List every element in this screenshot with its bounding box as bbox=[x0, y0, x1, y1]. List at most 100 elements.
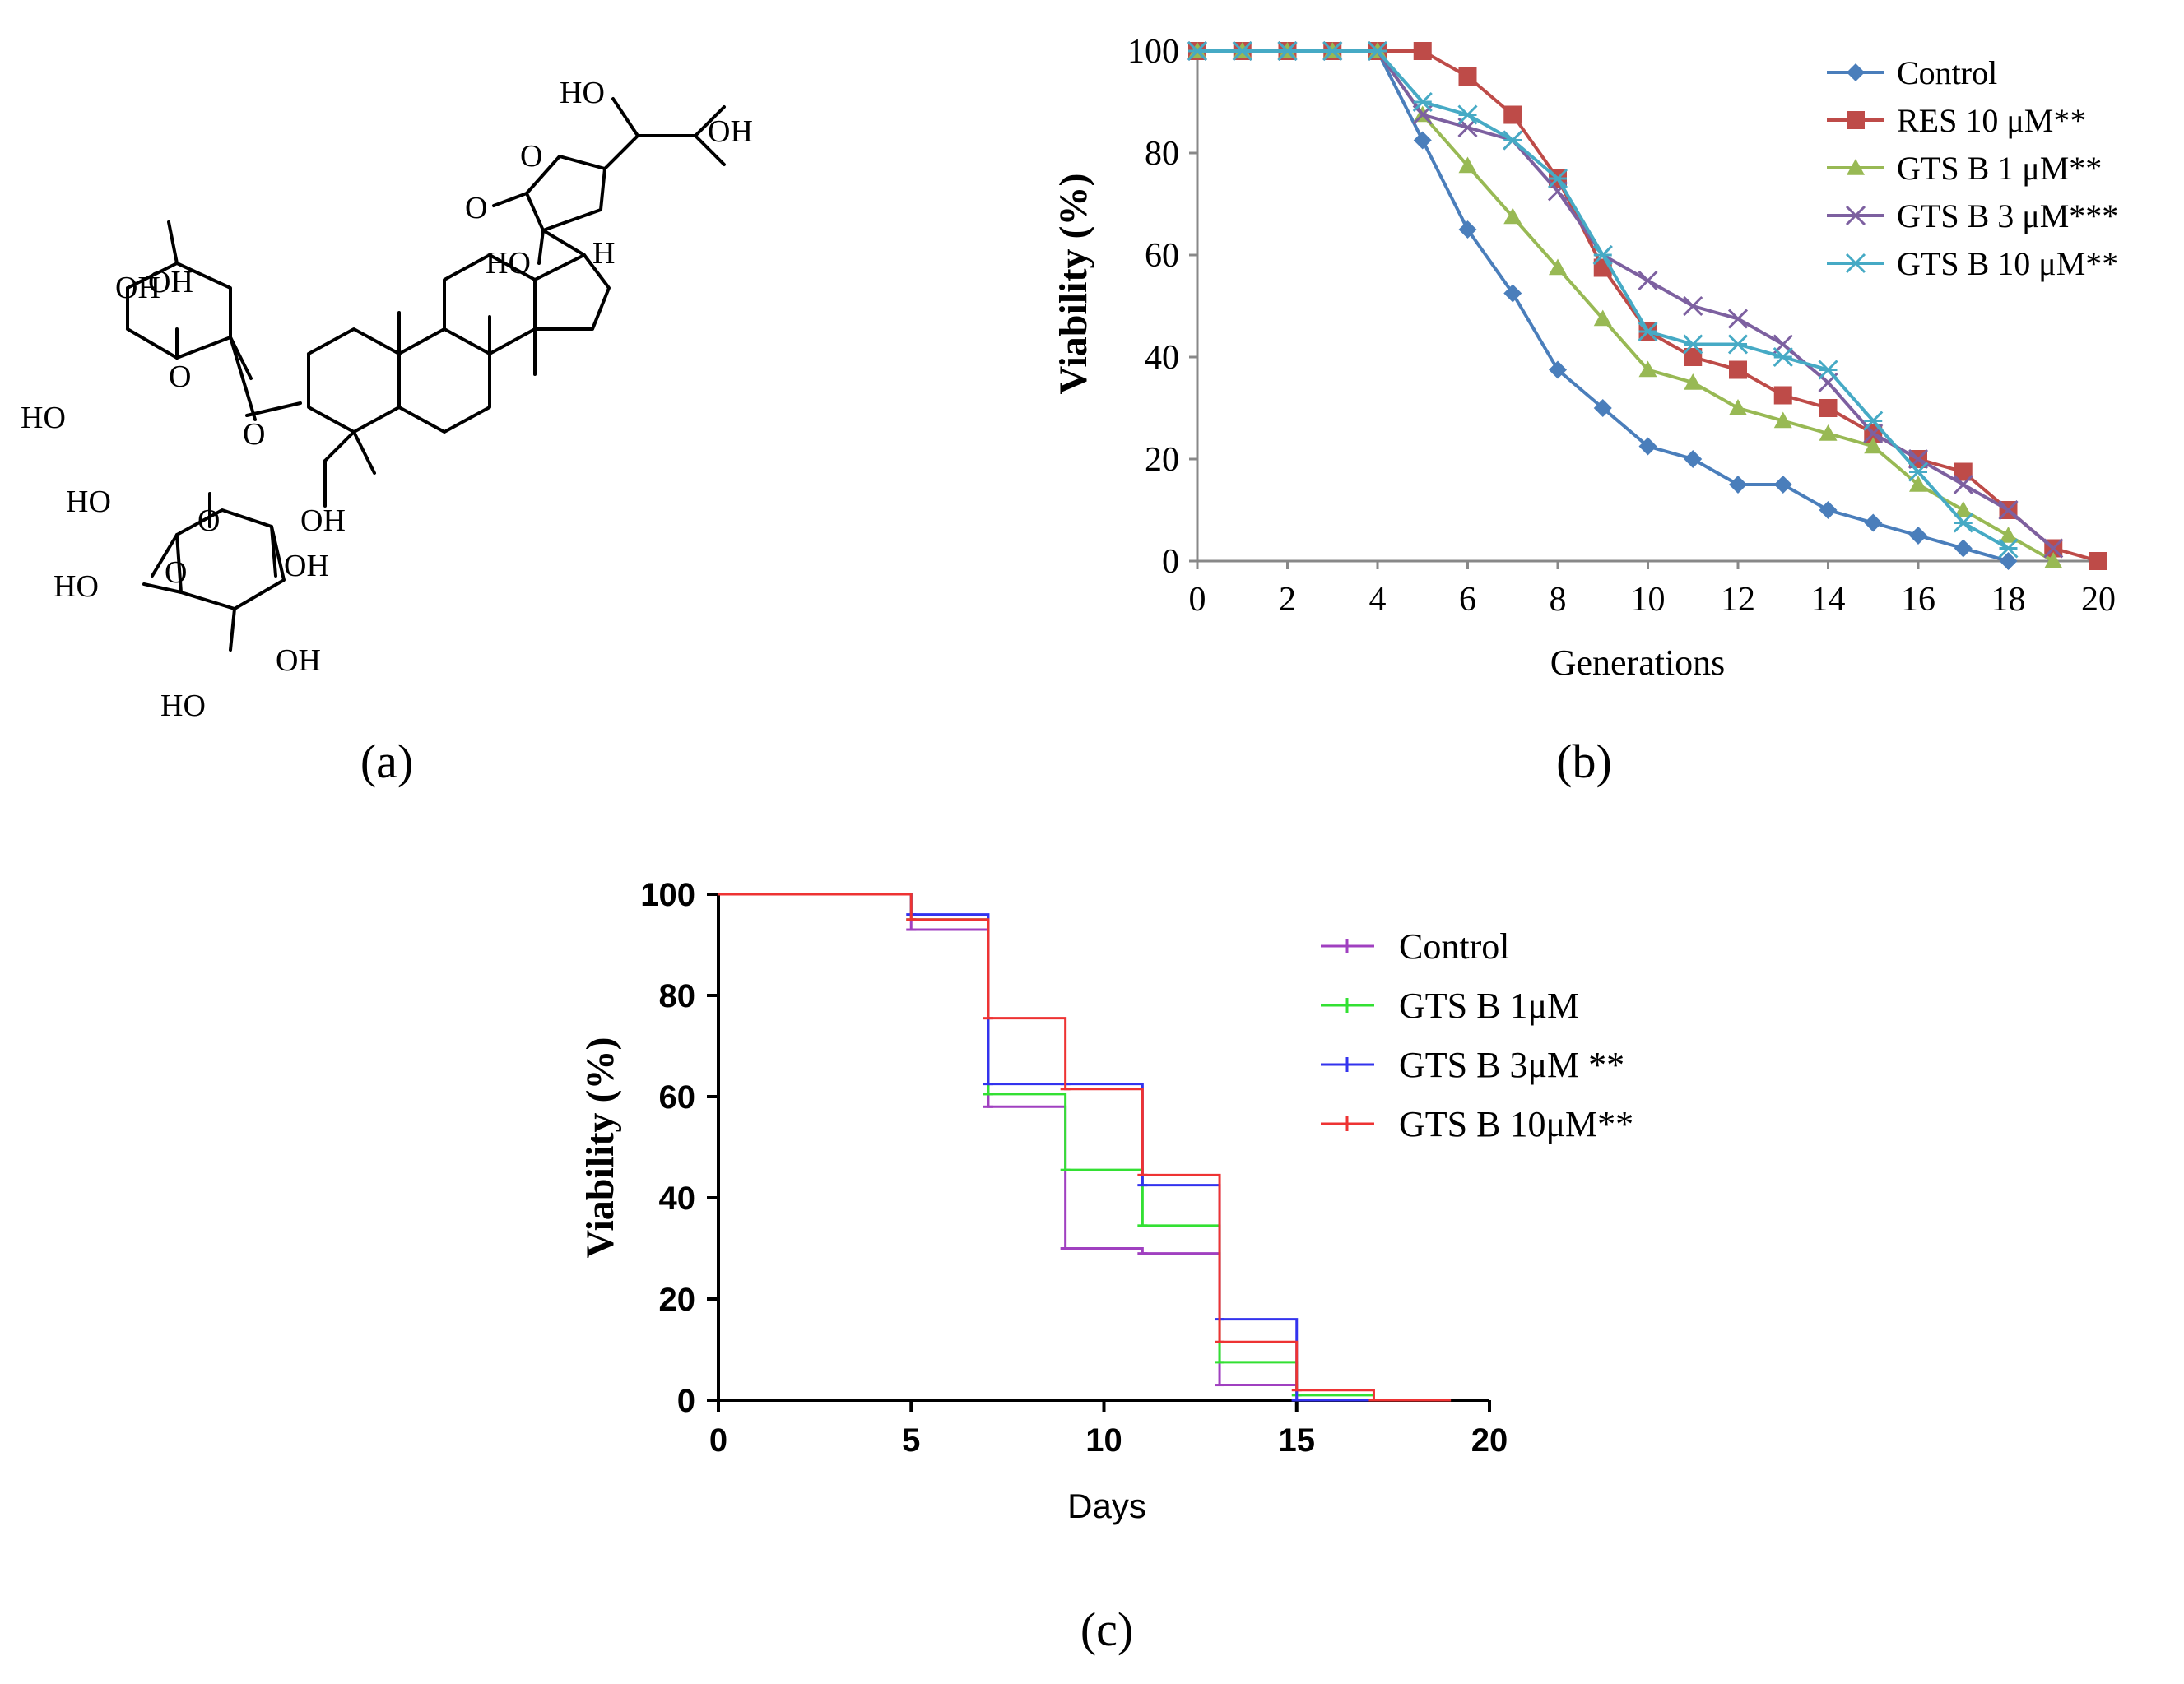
x-tick-label-c: 20 bbox=[1471, 1422, 1508, 1459]
data-point-b bbox=[1729, 476, 1747, 494]
panel-label-b: (b) bbox=[1556, 735, 1612, 788]
legend-label-b: GTS B 1 μM** bbox=[1897, 150, 2102, 187]
x-tick-label-b: 18 bbox=[1991, 581, 2026, 619]
chart-c: 0 20 40 60 80 100 0 5 10 15 20 Control GTS B 1μM GTS… bbox=[579, 877, 1633, 1525]
series-c-0 bbox=[718, 893, 1374, 1402]
legend-b: Control RES 10 μM** GTS B 1 μM** GTS B 3 μM… bbox=[1827, 54, 2118, 282]
data-point-b bbox=[1458, 156, 1477, 174]
data-point-b bbox=[1999, 527, 2018, 543]
y-axis-label-c: Viability (%) bbox=[579, 1037, 622, 1259]
data-point-b bbox=[1684, 373, 1703, 390]
data-point-b bbox=[1412, 91, 1433, 113]
legend-marker-b bbox=[1847, 111, 1865, 129]
x-tick-label-c: 0 bbox=[709, 1422, 727, 1459]
y-tick-label-c: 20 bbox=[659, 1282, 696, 1318]
data-point-b bbox=[1683, 334, 1703, 355]
y-tick-label-b: 80 bbox=[1145, 135, 1179, 173]
x-tick-label-b: 8 bbox=[1550, 581, 1567, 619]
data-point-b bbox=[1638, 270, 1658, 291]
data-point-b bbox=[1638, 360, 1657, 378]
atom-label: HO bbox=[66, 485, 111, 519]
atom-label: HO bbox=[160, 689, 206, 723]
x-tick-label-b: 4 bbox=[1369, 581, 1387, 619]
data-point-b bbox=[1592, 244, 1613, 266]
series-c-2 bbox=[718, 893, 1374, 1402]
series-group-b bbox=[1187, 40, 2107, 570]
data-point-b bbox=[1593, 309, 1612, 327]
axes-b: 0 20 40 60 80 100 0 2 4 6 8 10 12 14 16 18 20 bbox=[1127, 33, 2116, 619]
data-point-b bbox=[1457, 104, 1478, 125]
legend-marker-b bbox=[1847, 159, 1865, 175]
atom-label: O bbox=[197, 503, 220, 538]
data-point-b bbox=[1727, 334, 1749, 355]
x-tick-label-b: 16 bbox=[1901, 581, 1935, 619]
y-tick-label-c: 60 bbox=[659, 1079, 696, 1116]
data-point-b bbox=[1638, 437, 1657, 456]
x-axis-label-b: Generations bbox=[1550, 643, 1726, 683]
data-point-b bbox=[1998, 538, 2019, 559]
data-point-b bbox=[1277, 40, 1298, 62]
atom-label: O bbox=[243, 417, 265, 452]
x-tick-label-b: 10 bbox=[1631, 581, 1666, 619]
data-point-b bbox=[1953, 513, 1973, 533]
data-point-b bbox=[1367, 40, 1388, 62]
legend-marker-b bbox=[1845, 205, 1866, 226]
x-tick-label-b: 0 bbox=[1189, 581, 1206, 619]
x-tick-label-b: 2 bbox=[1279, 581, 1296, 619]
data-point-b bbox=[1818, 360, 1838, 380]
data-point-b bbox=[1503, 207, 1522, 225]
atom-label: HO bbox=[53, 569, 99, 604]
data-point-b bbox=[1729, 360, 1747, 379]
series-line-b bbox=[1197, 49, 2010, 563]
legend-label-c: Control bbox=[1399, 926, 1509, 967]
chart-b: 0 20 40 60 80 100 0 2 4 6 8 10 12 14 16 18 20 Control RES… bbox=[1052, 33, 2118, 683]
atom-label: HO bbox=[21, 401, 66, 435]
y-tick-label-b: 40 bbox=[1145, 339, 1179, 377]
atom-label: OH bbox=[300, 503, 346, 538]
atom-label: OH bbox=[708, 114, 753, 149]
data-point-b bbox=[1864, 437, 1883, 454]
data-point-b bbox=[1954, 539, 1973, 558]
data-point-b bbox=[1864, 513, 1883, 532]
data-point-b bbox=[1909, 476, 1927, 492]
data-point-b bbox=[1638, 321, 1658, 342]
data-point-b bbox=[1503, 130, 1523, 151]
series-line-c bbox=[718, 893, 1374, 1402]
data-point-b bbox=[1773, 346, 1793, 368]
data-point-b bbox=[1187, 40, 1208, 62]
y-tick-label-b: 100 bbox=[1127, 33, 1179, 71]
data-point-b bbox=[1547, 168, 1568, 189]
legend-label-b: RES 10 μM** bbox=[1897, 102, 2086, 139]
data-point-b bbox=[2089, 552, 2107, 570]
series-line-c bbox=[718, 893, 1452, 1402]
y-tick-label-b: 60 bbox=[1145, 237, 1179, 275]
legend-label-b: GTS B 3 μM*** bbox=[1897, 197, 2118, 234]
data-point-b bbox=[1998, 499, 2019, 521]
data-point-b bbox=[1954, 501, 1973, 517]
atom-label: HO bbox=[486, 246, 531, 281]
atom-label: OH bbox=[148, 265, 193, 299]
data-point-b bbox=[1413, 131, 1432, 150]
data-point-b bbox=[1819, 399, 1838, 417]
data-point-b bbox=[2043, 538, 2064, 559]
series-b-0 bbox=[1188, 42, 2018, 570]
data-point-b bbox=[1684, 450, 1703, 468]
legend-label-c: GTS B 1μM bbox=[1399, 986, 1579, 1026]
atom-label: OH bbox=[276, 643, 321, 678]
legend-marker-b bbox=[1847, 63, 1865, 81]
panel-label-c: (c) bbox=[1080, 1603, 1133, 1656]
x-tick-label-c: 15 bbox=[1279, 1422, 1316, 1459]
data-point-b bbox=[1458, 220, 1477, 239]
y-axis-label-b: Viability (%) bbox=[1052, 174, 1095, 395]
legend-marker-b bbox=[1845, 253, 1866, 274]
data-point-b bbox=[1683, 295, 1703, 317]
y-tick-label-c: 80 bbox=[659, 978, 696, 1014]
x-tick-label-c: 5 bbox=[902, 1422, 920, 1459]
legend-label-b: Control bbox=[1897, 54, 1997, 91]
data-point-b bbox=[1503, 105, 1522, 124]
data-point-b bbox=[1729, 399, 1747, 415]
data-point-b bbox=[1773, 411, 1792, 429]
data-point-b bbox=[1684, 348, 1703, 366]
y-tick-label-c: 0 bbox=[677, 1383, 695, 1419]
